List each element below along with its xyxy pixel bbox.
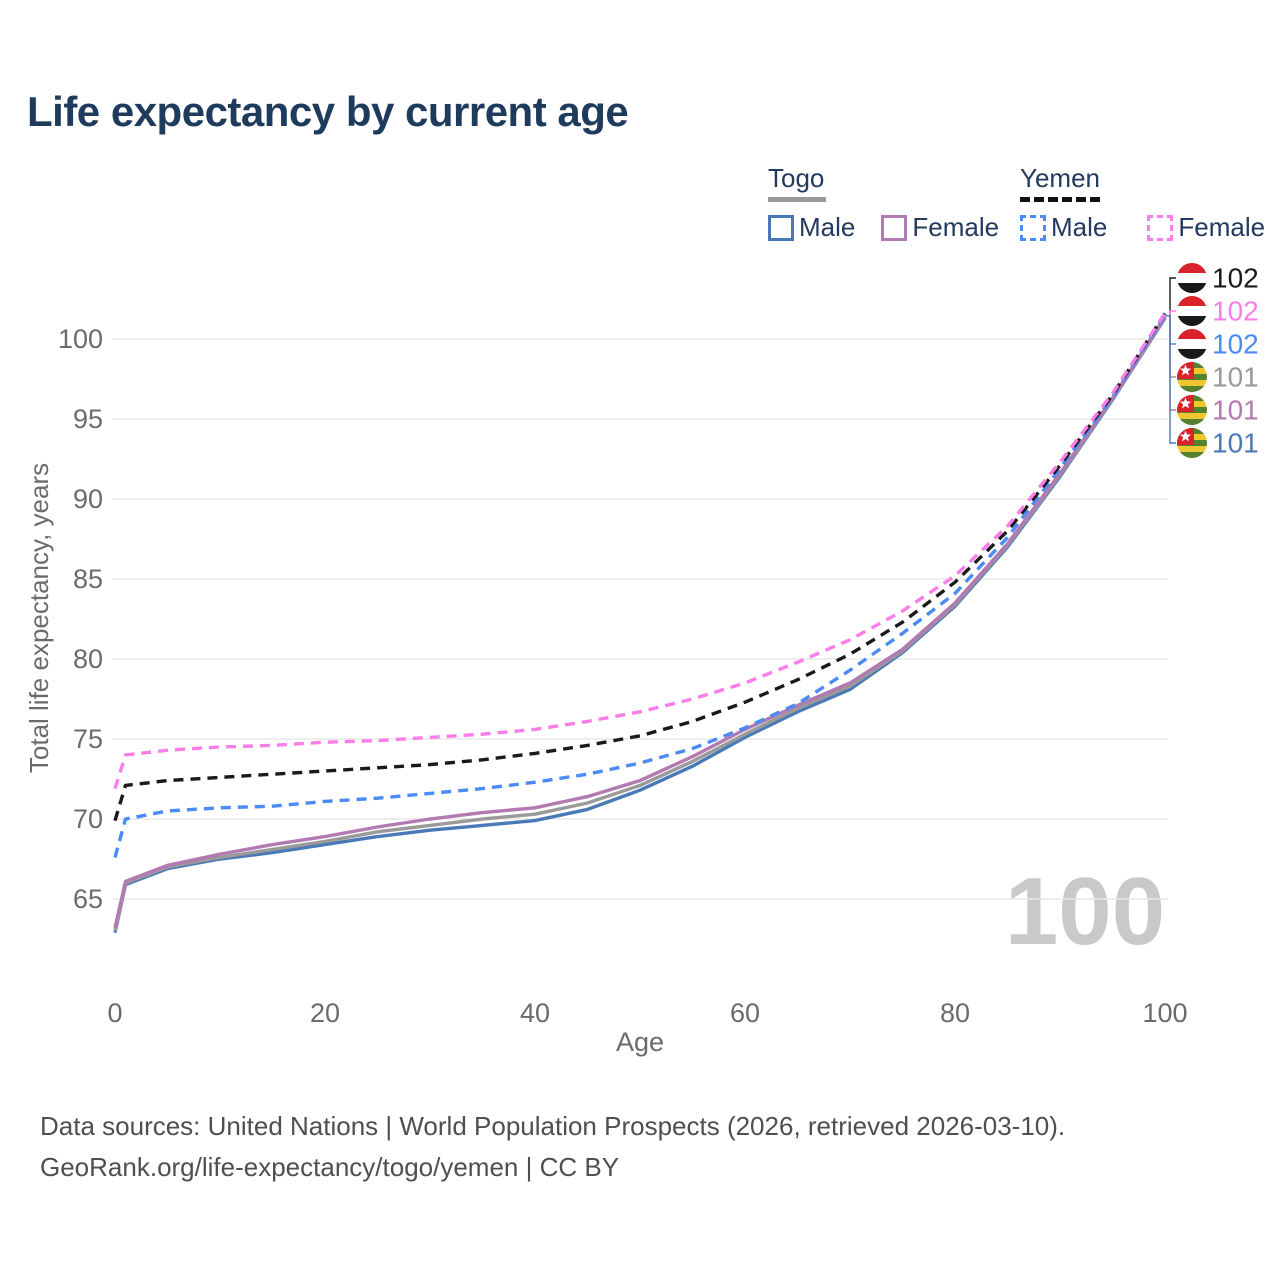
legend-group-togo: Togo Male Female — [768, 163, 999, 243]
legend-country-togo-label: Togo — [768, 163, 825, 193]
legend-swatch-yemen-male[interactable] — [1020, 214, 1046, 241]
togo-solid-line-sample — [768, 197, 826, 202]
legend-row-yemen: Male Female — [1020, 212, 1265, 243]
y-tick-label-85: 85 — [73, 564, 103, 594]
legend-country-yemen-label: Yemen — [1020, 163, 1100, 193]
legend-label-yemen-female[interactable]: Female — [1178, 212, 1266, 242]
x-tick-label-20: 20 — [310, 998, 340, 1028]
x-tick-label-80: 80 — [940, 998, 970, 1028]
legend-swatch-togo-male[interactable] — [768, 214, 794, 241]
x-tick-label-100: 100 — [1142, 998, 1187, 1028]
flag-icon-yemen — [1177, 329, 1207, 359]
series-line-yemen-male[interactable] — [113, 314, 1167, 858]
plot-hover-area[interactable] — [113, 255, 1168, 1000]
legend-swatch-togo-female[interactable] — [881, 214, 908, 241]
legend-country-yemen: Yemen — [1020, 163, 1265, 202]
footer-data-sources: Data sources: United Nations | World Pop… — [40, 1111, 1066, 1141]
end-label-value-yemen-male: 102 — [1212, 329, 1259, 360]
end-label-connector-6 — [1166, 315, 1176, 444]
x-tick-label-0: 0 — [107, 998, 122, 1028]
flag-icon-yemen — [1177, 296, 1207, 326]
legend-label-yemen-male[interactable]: Male — [1051, 212, 1108, 242]
y-tick-label-70: 70 — [73, 804, 103, 834]
y-tick-label-65: 65 — [73, 884, 103, 914]
end-label-value-togo-male: 101 — [1212, 428, 1259, 459]
x-axis-title: Age — [616, 1027, 664, 1057]
y-tick-label-80: 80 — [73, 644, 103, 674]
legend-country-togo: Togo — [768, 163, 999, 202]
series-line-togo-female[interactable] — [113, 315, 1167, 929]
y-tick-label-100: 100 — [58, 324, 103, 354]
x-tick-label-60: 60 — [730, 998, 760, 1028]
y-tick-label-75: 75 — [73, 724, 103, 754]
footer: Data sources: United Nations | World Pop… — [40, 1106, 1065, 1188]
y-tick-label-90: 90 — [73, 484, 103, 514]
flag-icon-togo — [1177, 428, 1207, 458]
flag-icon-yemen — [1177, 263, 1207, 293]
legend-label-togo-female[interactable]: Female — [912, 212, 1000, 242]
flag-icon-togo — [1177, 395, 1207, 425]
yemen-dashed-line-sample — [1020, 197, 1100, 202]
end-label-value-yemen-female: 102 — [1212, 296, 1259, 327]
flag-icon-togo — [1177, 362, 1207, 392]
legend-group-yemen: Yemen Male Female — [1020, 163, 1265, 243]
series-line-yemen-total[interactable] — [113, 312, 1167, 822]
y-axis-title: Total life expectancy, years — [24, 463, 54, 773]
end-label-value-togo-total: 101 — [1212, 362, 1259, 393]
legend-swatch-yemen-female[interactable] — [1147, 214, 1174, 241]
end-label-value-togo-female: 101 — [1212, 395, 1259, 426]
hover-age-watermark: 100 — [1005, 858, 1165, 965]
y-tick-label-95: 95 — [73, 404, 103, 434]
footer-attribution: GeoRank.org/life-expectancy/togo/yemen |… — [40, 1152, 620, 1182]
series-line-yemen-female[interactable] — [113, 312, 1167, 790]
end-label-value-yemen-total: 102 — [1212, 263, 1259, 294]
page-title: Life expectancy by current age — [27, 88, 629, 135]
legend-label-togo-male[interactable]: Male — [799, 212, 856, 242]
x-tick-label-40: 40 — [520, 998, 550, 1028]
legend-row-togo: Male Female — [768, 212, 999, 243]
